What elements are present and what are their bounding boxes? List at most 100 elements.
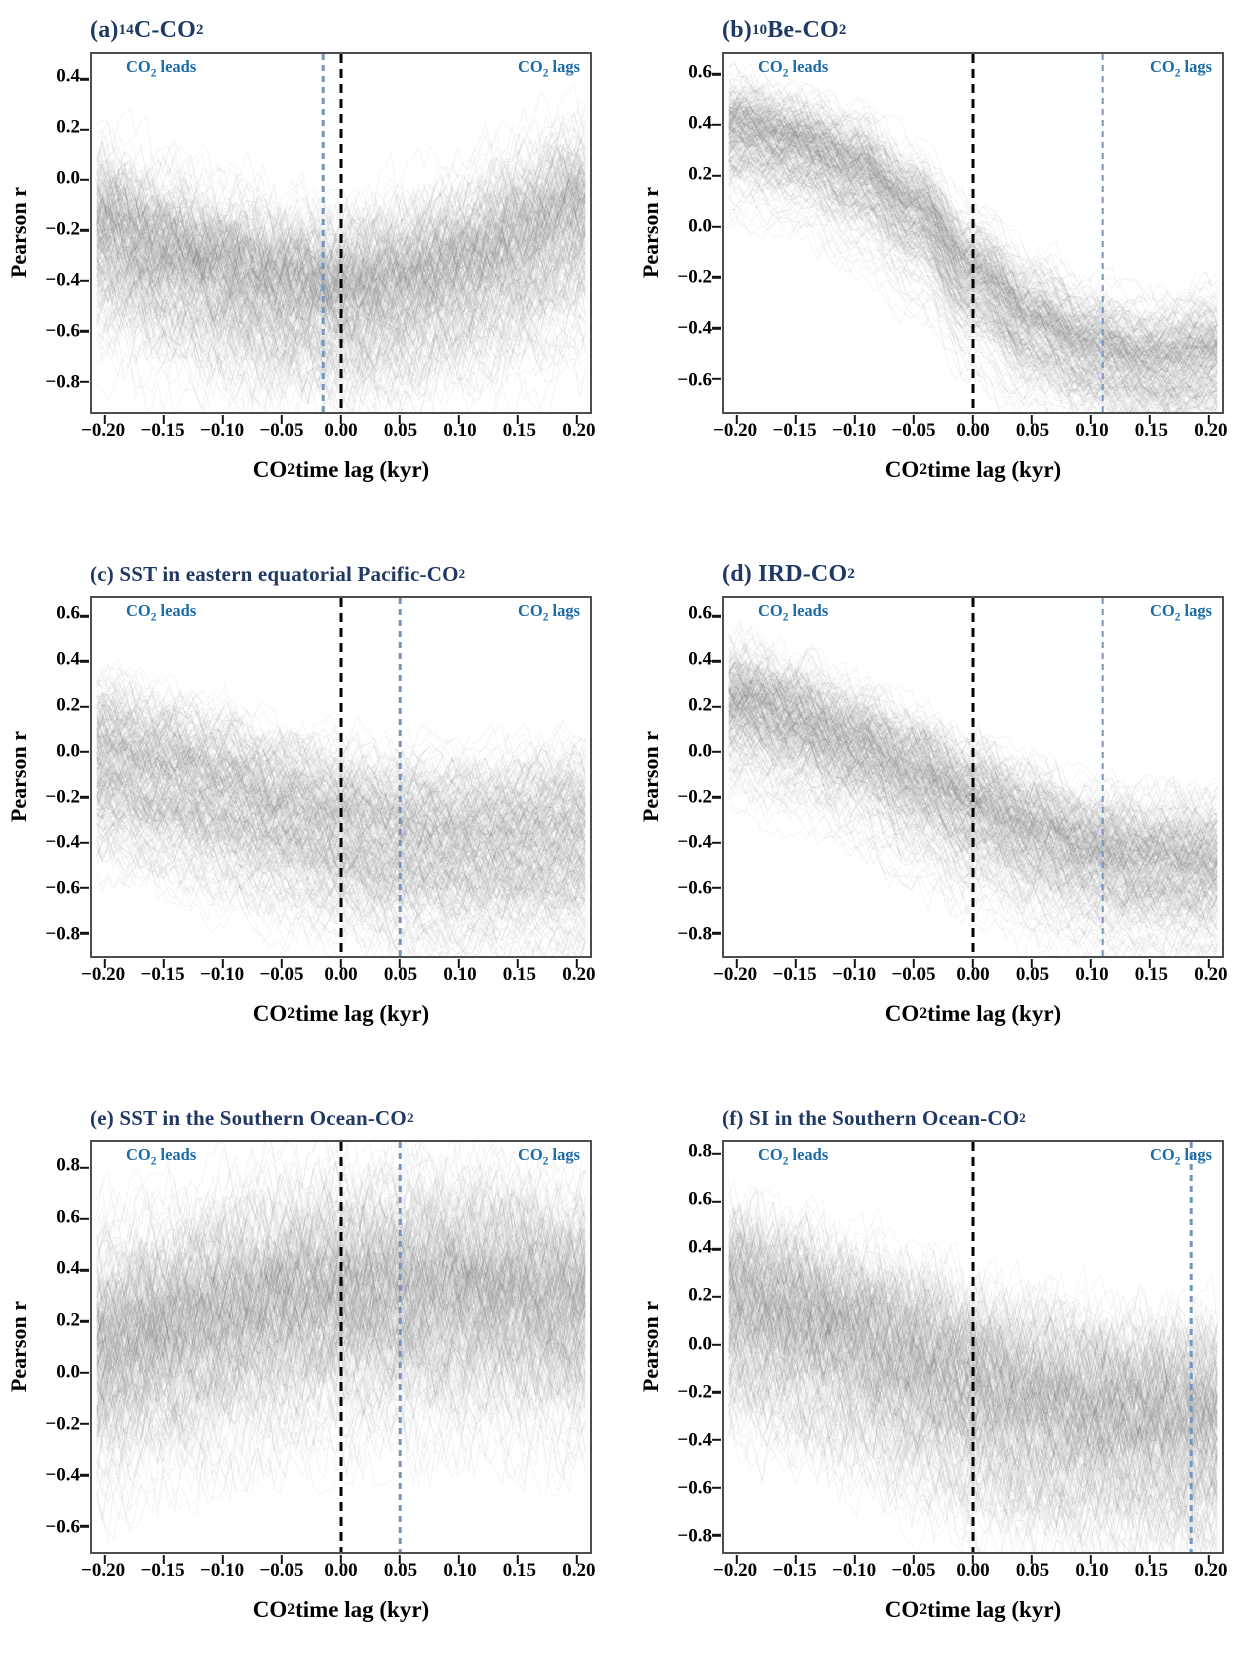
y-tick-label: −0.8 — [677, 1525, 712, 1547]
x-tick-label: −0.20 — [713, 1560, 758, 1581]
y-tick-mark — [80, 1166, 89, 1169]
y-tick-label: 0.2 — [56, 694, 80, 716]
y-tick-mark — [80, 178, 89, 182]
y-tick-label: −0.8 — [45, 371, 80, 393]
y-axis-label-container: Pearson r — [636, 52, 666, 414]
y-tick-mark — [80, 1371, 89, 1374]
text-segment: leads — [156, 601, 197, 620]
plot-area: CO2 leads CO2 lags — [80, 1140, 592, 1564]
x-tick-labels: −0.20 −0.15 −0.10 −0.05 0.00 0.05 0.10 0.15 0.20 — [81, 1554, 595, 1586]
y-tick-mark — [80, 330, 89, 333]
text-segment: Pearson r — [6, 1301, 31, 1393]
y-tick-label: 0.2 — [688, 163, 712, 185]
y-tick-mark — [80, 1268, 89, 1272]
x-tick-label: −0.05 — [891, 964, 936, 985]
peak-lag-reference-line — [1190, 1142, 1193, 1552]
text-segment: lags — [1180, 601, 1212, 620]
x-tick-label: 0.05 — [1015, 1560, 1050, 1581]
x-tick-labels: −0.20 −0.15 −0.10 −0.05 0.00 0.05 0.10 0.15 0.20 — [713, 958, 1228, 990]
x-tick-mark — [457, 415, 461, 424]
y-tick-label: 0.0 — [56, 1361, 80, 1383]
peak-lag-reference-line — [398, 1142, 402, 1552]
x-tick-mark — [971, 415, 975, 424]
correlation-panel-e: (e) SST in the Southern Ocean-CO 2 Pearso… — [4, 1096, 596, 1634]
text-segment: leads — [788, 57, 829, 76]
x-tick-label: 0.15 — [502, 1560, 537, 1581]
x-tick-mark — [912, 959, 916, 968]
text-segment: leads — [788, 601, 829, 620]
y-tick-labels: 0.4 0.2 0.0 −0.2 −0.4 −0.6 −0.8 — [34, 52, 90, 414]
x-tick-label: 0.05 — [383, 964, 418, 985]
plot-area: CO2 leads CO2 lags — [80, 52, 592, 424]
y-tick-mark — [712, 1438, 721, 1442]
y-tick-label: 0.0 — [688, 740, 712, 762]
co2-leads-annotation: CO2 leads — [126, 57, 196, 79]
y-tick-label: 0.8 — [56, 1154, 80, 1176]
y-tick-mark — [80, 932, 89, 935]
y-tick-mark — [80, 1217, 89, 1221]
y-tick-label: −0.4 — [45, 1464, 80, 1486]
x-tick-mark — [516, 1555, 520, 1564]
y-tick-mark — [712, 750, 721, 754]
text-segment: leads — [788, 1145, 829, 1164]
x-tick-mark — [1030, 1555, 1034, 1564]
text-segment: CO — [126, 601, 151, 620]
text-segment: lags — [1180, 57, 1212, 76]
text-segment: time lag (kyr) — [295, 1597, 430, 1622]
y-tick-labels: 0.6 0.4 0.2 0.0 −0.2 −0.4 −0.6 −0.8 — [666, 596, 722, 958]
x-tick-label: 0.20 — [562, 964, 596, 985]
text-segment: (e) SST in the Southern Ocean-CO — [90, 1105, 407, 1130]
y-tick-mark — [80, 841, 89, 844]
y-tick-label: −0.2 — [45, 1413, 80, 1435]
y-tick-mark — [80, 660, 89, 663]
x-tick-mark — [398, 1555, 402, 1564]
x-tick-mark — [912, 415, 916, 424]
x-tick-label: 0.20 — [1194, 1560, 1228, 1581]
y-tick-mark — [712, 886, 721, 890]
y-tick-mark — [80, 1422, 89, 1426]
x-tick-label: −0.15 — [140, 964, 185, 985]
x-tick-mark — [794, 959, 798, 968]
text-segment: lags — [548, 601, 580, 620]
text-segment: 2 — [150, 1155, 157, 1168]
y-axis-label: Pearson r — [638, 1301, 664, 1392]
text-segment: 2 — [1174, 67, 1181, 80]
panel-title: (c) SST in eastern equatorial Pacific-CO… — [90, 561, 466, 586]
x-tick-label: 0.15 — [1134, 964, 1169, 985]
y-tick-mark — [80, 750, 89, 754]
x-tick-mark — [1148, 959, 1152, 968]
x-tick-mark — [280, 959, 284, 968]
x-tick-label: −0.05 — [259, 964, 304, 985]
panel-body: Pearson r 0.6 0.4 0.2 0.0 −0.2 −0.4 −0.6 CO2 l… — [636, 52, 1224, 424]
y-tick-mark — [80, 229, 89, 232]
x-tick-labels: −0.20 −0.15 −0.10 −0.05 0.00 0.05 0.10 0.15 0.20 — [81, 414, 595, 446]
x-tick-label: 0.00 — [956, 420, 990, 441]
y-tick-labels: 0.8 0.6 0.4 0.2 0.0 −0.2 −0.4 −0.6 −0.8 — [666, 1140, 722, 1554]
plot-canvas-container: CO2 leads CO2 lags — [92, 54, 590, 412]
x-tick-label: −0.15 — [772, 964, 817, 985]
co2-lags-annotation: CO2 lags — [1150, 1145, 1212, 1167]
x-tick-label: 0.10 — [1075, 1560, 1109, 1581]
text-segment: CO — [252, 457, 288, 482]
y-tick-label: 0.6 — [688, 61, 712, 83]
text-segment: CO — [758, 57, 783, 76]
x-axis-label: CO 2 time lag (kyr) — [252, 1597, 430, 1622]
x-tick-mark — [1089, 415, 1093, 424]
y-tick-label: −0.8 — [677, 923, 712, 945]
x-tick-label: −0.20 — [713, 420, 758, 441]
plot-canvas-container: CO2 leads CO2 lags — [724, 598, 1222, 956]
text-segment: leads — [156, 1145, 197, 1164]
y-tick-mark — [712, 73, 721, 76]
text-segment: time lag (kyr) — [927, 1597, 1062, 1622]
correlation-panel-c: (c) SST in eastern equatorial Pacific-CO… — [4, 552, 596, 1038]
x-tick-mark — [575, 1555, 579, 1564]
x-tick-label: 0.20 — [1194, 964, 1228, 985]
text-segment: time lag (kyr) — [927, 1001, 1062, 1026]
y-tick-mark — [80, 1473, 89, 1477]
x-tick-label: −0.20 — [81, 964, 126, 985]
y-axis-label-container: Pearson r — [4, 52, 34, 414]
x-tick-mark — [1148, 1555, 1152, 1564]
text-segment: 2 — [782, 1155, 789, 1168]
y-tick-mark — [712, 796, 721, 799]
x-tick-mark — [162, 959, 166, 968]
